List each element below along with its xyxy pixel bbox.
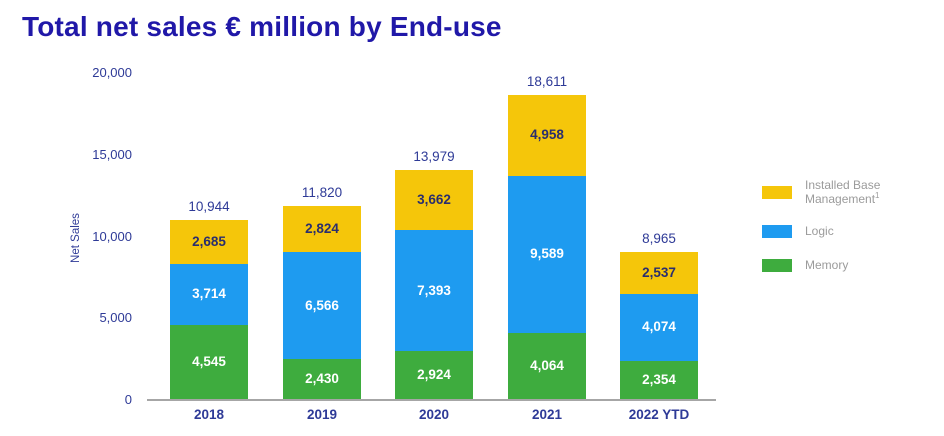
legend-label-installed-base-management: Installed Base Management1: [805, 178, 881, 206]
legend-swatch-logic: [762, 224, 792, 238]
bar-segment-logic-2018: [170, 263, 248, 325]
bar-value-logic-2019: 6,566: [305, 297, 339, 313]
bar-segment-memory-2018: [170, 324, 248, 399]
bar-total-2022-ytd: 8,965: [642, 231, 676, 247]
x-axis-label-2021: 2021: [531, 407, 563, 422]
legend-swatch-installed-base-management: [762, 185, 792, 199]
y-tick-label-0: 0: [124, 392, 132, 407]
bar-total-2021: 18,611: [526, 73, 568, 89]
bar-value-installed-base-management-2018: 2,685: [192, 234, 226, 249]
legend-item-memory: Memory: [762, 258, 919, 272]
bar-value-installed-base-management-2022-ytd: 2,537: [642, 265, 676, 281]
bar-segment-logic-2020: [395, 230, 473, 352]
bar-segment-installed-base-management-2020: [395, 170, 473, 231]
bar-total-2019: 11,820: [301, 184, 343, 200]
bar-segment-installed-base-management-2018: [170, 220, 248, 264]
y-tick-label-15-000: 15,000: [92, 146, 132, 162]
y-tick-label-10-000: 10,000: [92, 228, 132, 244]
bar-value-installed-base-management-2020: 3,662: [417, 192, 451, 208]
bar-total-2018: 10,944: [188, 199, 230, 215]
bar-segment-memory-2020: [395, 351, 473, 399]
x-axis-label-2018: 2018: [193, 407, 225, 422]
x-axis-line: [147, 399, 716, 401]
bar-segment-installed-base-management-2019: [283, 205, 361, 252]
bar-segment-installed-base-management-2022-ytd: [620, 252, 698, 294]
bar-segment-memory-2022-ytd: [620, 360, 698, 399]
legend-swatch-memory: [762, 258, 792, 272]
bar-segment-logic-2019: [283, 251, 361, 360]
legend-item-logic: Logic: [762, 224, 919, 238]
legend-label-logic: Logic: [805, 224, 834, 238]
bar-segment-memory-2021: [508, 332, 586, 399]
bar-value-memory-2020: 2,924: [417, 367, 451, 383]
bar-segment-memory-2019: [283, 359, 361, 399]
bar-value-logic-2020: 7,393: [417, 282, 451, 298]
bar-segment-logic-2021: [508, 175, 586, 333]
bar-value-memory-2021: 4,064: [530, 357, 564, 373]
bar-value-memory-2022-ytd: 2,354: [642, 371, 676, 387]
bar-segment-logic-2022-ytd: [620, 293, 698, 361]
bar-value-memory-2019: 2,430: [305, 371, 339, 387]
bar-value-logic-2018: 3,714: [192, 286, 226, 302]
bar-value-installed-base-management-2019: 2,824: [305, 220, 339, 236]
legend-item-installed-base-management: Installed Base Management1: [762, 178, 919, 206]
bar-value-memory-2018: 4,545: [192, 353, 226, 369]
y-tick-label-5-000: 5,000: [99, 310, 132, 326]
x-axis-label-2020: 2020: [418, 407, 450, 422]
x-axis-label-2019: 2019: [306, 407, 338, 422]
bar-total-2020: 13,979: [413, 149, 455, 165]
chart-title: Total net sales € million by End-use: [22, 11, 502, 42]
bar-value-installed-base-management-2021: 4,958: [530, 127, 564, 143]
bar-segment-installed-base-management-2021: [508, 94, 586, 176]
y-tick-label-20-000: 20,000: [92, 65, 132, 80]
x-axis-label-2022-ytd: 2022 YTD: [628, 407, 690, 422]
legend-label-memory: Memory: [805, 258, 849, 272]
bar-value-logic-2022-ytd: 4,074: [642, 319, 676, 335]
bar-value-logic-2021: 9,589: [530, 246, 564, 262]
